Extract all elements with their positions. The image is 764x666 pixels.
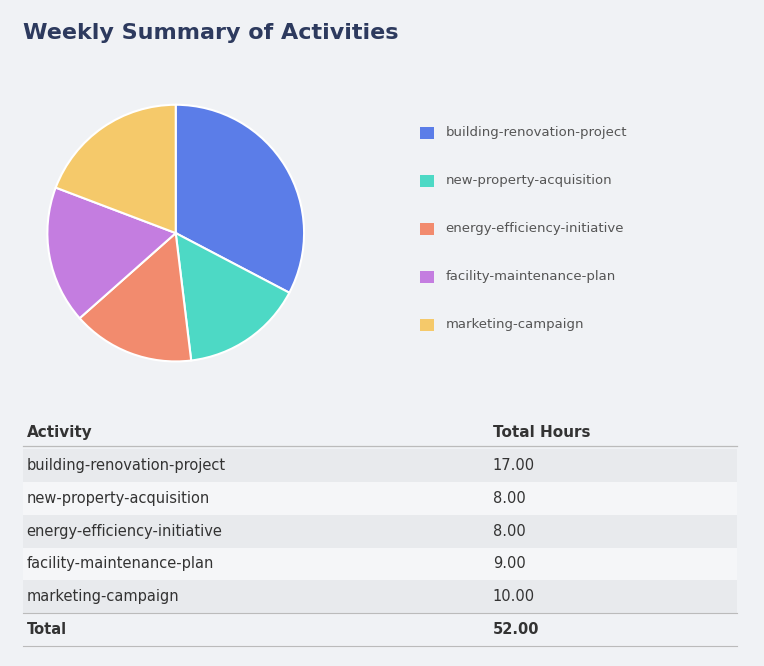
Text: Total: Total — [27, 622, 67, 637]
Text: facility-maintenance-plan: facility-maintenance-plan — [445, 270, 616, 283]
Text: building-renovation-project: building-renovation-project — [27, 458, 226, 473]
Text: energy-efficiency-initiative: energy-efficiency-initiative — [27, 523, 222, 539]
Text: new-property-acquisition: new-property-acquisition — [27, 491, 210, 505]
Wedge shape — [176, 105, 304, 293]
Text: marketing-campaign: marketing-campaign — [445, 318, 584, 331]
Text: facility-maintenance-plan: facility-maintenance-plan — [27, 557, 214, 571]
Wedge shape — [79, 233, 191, 362]
Text: 9.00: 9.00 — [493, 557, 526, 571]
Text: 8.00: 8.00 — [493, 491, 526, 505]
Text: 52.00: 52.00 — [493, 622, 539, 637]
Wedge shape — [176, 233, 290, 360]
Text: building-renovation-project: building-renovation-project — [445, 126, 627, 139]
Wedge shape — [56, 105, 176, 233]
Text: Total Hours: Total Hours — [493, 425, 591, 440]
Text: energy-efficiency-initiative: energy-efficiency-initiative — [445, 222, 624, 235]
Text: 8.00: 8.00 — [493, 523, 526, 539]
Wedge shape — [47, 188, 176, 318]
Text: marketing-campaign: marketing-campaign — [27, 589, 180, 604]
Text: new-property-acquisition: new-property-acquisition — [445, 174, 612, 187]
Text: Weekly Summary of Activities: Weekly Summary of Activities — [23, 23, 398, 43]
Text: Activity: Activity — [27, 425, 92, 440]
Text: 17.00: 17.00 — [493, 458, 535, 473]
Text: 10.00: 10.00 — [493, 589, 535, 604]
